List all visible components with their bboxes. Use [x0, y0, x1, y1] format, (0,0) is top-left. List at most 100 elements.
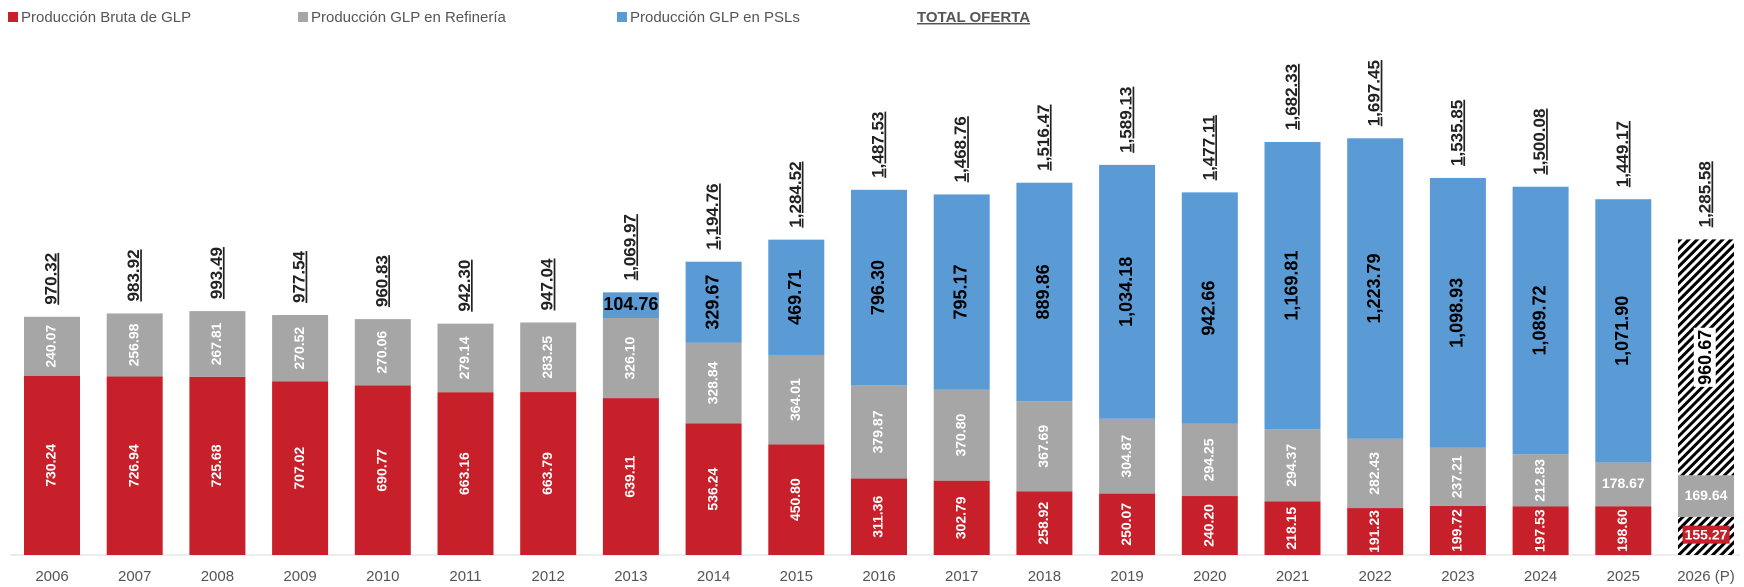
value-label: 326.10 [622, 336, 638, 379]
x-tick-label: 2023 [1441, 568, 1474, 585]
x-tick-label: 2016 [862, 568, 895, 585]
x-tick-label: 2011 [449, 568, 481, 585]
legend-swatch [298, 12, 308, 22]
value-label: 730.24 [43, 444, 59, 487]
value-label: 155.27 [1685, 527, 1728, 543]
x-tick-label: 2006 [35, 568, 68, 585]
x-tick-label: 2013 [614, 568, 647, 585]
total-label: 1,589.13 [1117, 87, 1136, 153]
value-label: 256.98 [125, 323, 141, 366]
total-label: 1,069.97 [620, 214, 639, 280]
value-label: 270.52 [291, 327, 307, 370]
legend-swatch [617, 12, 627, 22]
value-label: 198.60 [1614, 509, 1630, 552]
x-tick-label: 2024 [1524, 568, 1557, 585]
value-label: 197.53 [1531, 509, 1547, 552]
x-tick-label: 2018 [1028, 568, 1061, 585]
value-label: 304.87 [1118, 435, 1134, 478]
value-label: 726.94 [125, 444, 141, 487]
value-label: 218.15 [1283, 507, 1299, 550]
total-label: 977.54 [290, 250, 309, 303]
value-label: 639.11 [622, 455, 638, 497]
legend-label: Producción Bruta de GLP [21, 9, 191, 26]
x-tick-label: 2021 [1276, 568, 1309, 585]
value-label: 1,089.72 [1529, 285, 1549, 355]
value-label: 258.92 [1035, 502, 1051, 545]
value-label: 240.20 [1201, 504, 1217, 547]
value-label: 942.66 [1199, 281, 1219, 336]
value-label: 795.17 [950, 264, 970, 319]
total-label: 947.04 [538, 258, 557, 311]
value-label: 212.83 [1531, 459, 1547, 502]
value-label: 960.67 [1695, 330, 1715, 385]
value-label: 199.72 [1449, 509, 1465, 552]
value-label: 379.87 [870, 410, 886, 453]
value-label: 270.06 [374, 331, 390, 374]
x-tick-label: 2008 [201, 568, 234, 585]
value-label: 796.30 [868, 260, 888, 315]
x-tick-label: 2010 [366, 568, 399, 585]
value-label: 267.81 [208, 322, 224, 365]
value-label: 240.07 [43, 325, 59, 368]
value-label: 663.79 [539, 452, 555, 495]
x-tick-label: 2007 [118, 568, 151, 585]
chart: Producción Bruta de GLP Producción GLP en… [0, 0, 1744, 587]
value-label: 294.25 [1201, 438, 1217, 481]
x-tick-label: 2019 [1110, 568, 1143, 585]
value-label: 282.43 [1366, 452, 1382, 495]
total-label: 1,194.76 [703, 183, 722, 249]
value-label: 707.02 [291, 447, 307, 490]
total-label: 1,284.52 [786, 161, 805, 227]
value-label: 250.07 [1118, 503, 1134, 546]
value-label: 237.21 [1449, 455, 1465, 498]
total-label: 1,449.17 [1613, 121, 1632, 187]
legend-swatch [8, 12, 18, 22]
value-label: 1,169.81 [1281, 251, 1301, 321]
value-label: 191.23 [1366, 510, 1382, 553]
x-tick-label: 2014 [697, 568, 730, 585]
value-label: 469.71 [785, 270, 805, 325]
total-label: 1,697.45 [1365, 60, 1384, 126]
value-label: 329.67 [702, 275, 722, 330]
value-label: 370.80 [952, 414, 968, 457]
value-label: 690.77 [374, 449, 390, 492]
total-label: 1,285.58 [1695, 161, 1714, 227]
x-tick-label: 2009 [283, 568, 316, 585]
value-label: 536.24 [704, 468, 720, 511]
x-tick-label: 2017 [945, 568, 978, 585]
value-label: 367.69 [1035, 425, 1051, 468]
x-tick-label: 2015 [780, 568, 813, 585]
value-label: 328.84 [704, 361, 720, 404]
value-label: 889.86 [1033, 264, 1053, 319]
x-tick-label: 2020 [1193, 568, 1226, 585]
total-label: 1,535.85 [1447, 100, 1466, 166]
x-tick-label: 2025 [1607, 568, 1640, 585]
value-label: 1,098.93 [1447, 278, 1467, 348]
total-label: 1,500.08 [1530, 109, 1549, 175]
value-label: 1,071.90 [1612, 296, 1632, 366]
value-label: 1,223.79 [1364, 253, 1384, 323]
value-label: 294.37 [1283, 444, 1299, 487]
value-label: 311.36 [870, 496, 886, 538]
value-label: 450.80 [787, 478, 803, 521]
x-tick-label: 2026 (P) [1677, 568, 1735, 585]
legend-label: Producción GLP en PSLs [630, 9, 800, 26]
value-label: 663.16 [456, 452, 472, 495]
total-label: 942.30 [455, 260, 474, 312]
x-tick-label: 2022 [1359, 568, 1392, 585]
value-label: 302.79 [952, 496, 968, 539]
total-label: 993.49 [207, 247, 226, 299]
total-label: 970.32 [41, 253, 60, 305]
legend-label: Producción GLP en Refinería [311, 9, 506, 26]
value-label: 725.68 [208, 444, 224, 487]
value-label: 169.64 [1685, 487, 1728, 503]
total-label: 960.83 [372, 255, 391, 307]
value-label: 1,034.18 [1116, 257, 1136, 327]
value-label: 104.76 [603, 294, 658, 314]
total-label: 1,477.11 [1199, 115, 1218, 180]
value-label: 364.01 [787, 378, 803, 421]
value-label: 283.25 [539, 336, 555, 379]
value-label: 178.67 [1602, 475, 1645, 491]
total-label: 1,487.53 [868, 112, 887, 178]
total-label: 1,468.76 [951, 116, 970, 182]
